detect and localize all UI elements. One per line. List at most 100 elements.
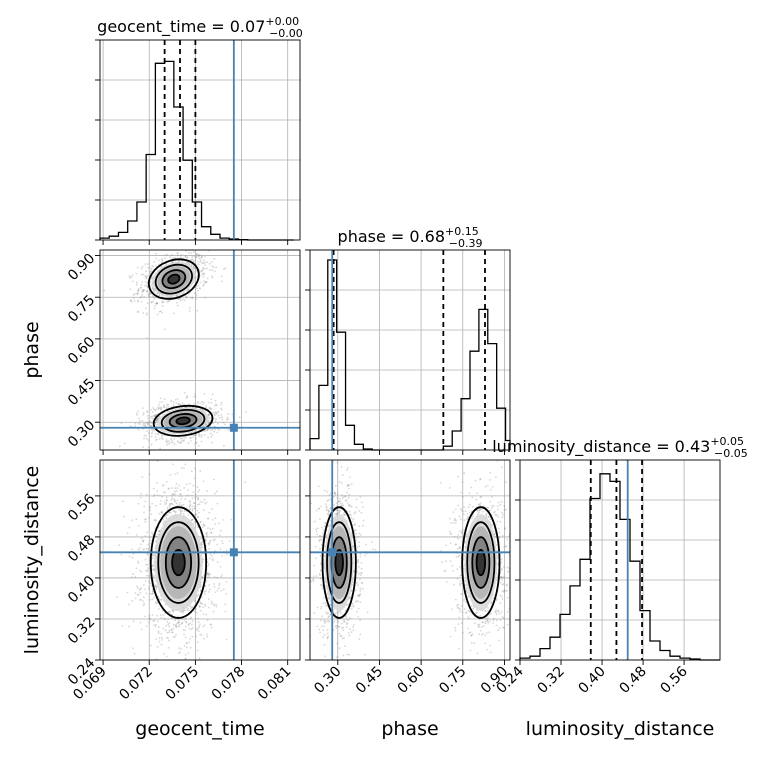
- sample-point: [151, 431, 154, 433]
- sample-point: [154, 584, 157, 586]
- sample-point: [195, 433, 198, 436]
- sample-point: [158, 294, 161, 297]
- sample-point: [198, 432, 200, 435]
- sample-point: [333, 620, 336, 623]
- sample-point: [150, 425, 152, 428]
- sample-point: [350, 483, 353, 485]
- sample-point: [360, 511, 363, 514]
- sample-point: [201, 403, 204, 406]
- sample-point: [359, 663, 361, 665]
- sample-point: [316, 625, 319, 628]
- sample-point: [148, 575, 150, 577]
- sample-point: [213, 604, 216, 607]
- sample-point: [191, 635, 194, 638]
- sample-point: [136, 292, 139, 295]
- sample-point: [145, 493, 148, 496]
- sample-point: [192, 436, 195, 439]
- sample-point: [177, 621, 180, 624]
- sample-point: [162, 491, 165, 493]
- sample-point: [174, 619, 176, 622]
- sample-point: [169, 502, 172, 505]
- sample-point: [144, 615, 146, 618]
- sample-point: [497, 609, 500, 612]
- sample-point: [190, 440, 192, 442]
- sample-point: [501, 590, 504, 593]
- sample-point: [191, 258, 194, 261]
- sample-point: [326, 637, 329, 640]
- sample-point: [192, 518, 194, 521]
- sample-point: [499, 520, 502, 523]
- sample-point: [183, 510, 186, 512]
- sample-point: [178, 625, 181, 628]
- sample-point: [355, 529, 357, 531]
- sample-point: [192, 484, 195, 487]
- sample-point: [155, 585, 158, 588]
- sample-point: [159, 494, 161, 497]
- sample-point: [194, 520, 197, 523]
- sample-point: [323, 529, 325, 532]
- sample-point: [203, 434, 206, 436]
- contour-line: [152, 404, 214, 437]
- sample-point: [352, 518, 355, 521]
- sample-point: [201, 526, 204, 529]
- sample-point: [461, 529, 464, 531]
- sample-point: [342, 474, 344, 477]
- sample-point: [153, 307, 156, 310]
- sample-point: [153, 415, 156, 418]
- sample-point: [162, 483, 165, 486]
- sample-point: [196, 509, 199, 512]
- sample-point: [147, 543, 150, 546]
- sample-point: [489, 488, 492, 491]
- sample-point: [210, 531, 213, 534]
- sample-point: [340, 634, 343, 637]
- sample-point: [137, 525, 140, 527]
- sample-point: [201, 541, 204, 543]
- sample-point: [458, 554, 461, 557]
- sample-point: [176, 499, 179, 502]
- sample-point: [146, 574, 148, 577]
- sample-point: [143, 518, 146, 521]
- sample-point: [194, 260, 197, 262]
- sample-point: [164, 328, 167, 331]
- sample-point: [210, 441, 213, 444]
- sample-point: [146, 285, 149, 288]
- sample-point: [160, 643, 163, 646]
- sample-point: [328, 620, 331, 623]
- sample-point: [325, 508, 328, 511]
- sample-point: [501, 534, 504, 537]
- sample-point: [355, 532, 358, 535]
- sample-point: [319, 518, 321, 521]
- sample-point: [167, 403, 170, 406]
- sample-point: [476, 510, 479, 512]
- sample-point: [324, 604, 327, 607]
- sample-point: [177, 441, 180, 444]
- sample-point: [325, 620, 328, 623]
- sample-point: [198, 625, 201, 628]
- sample-point: [196, 486, 199, 489]
- sample-point: [340, 465, 343, 468]
- sample-point: [327, 499, 330, 502]
- sample-point: [326, 632, 329, 635]
- sample-point: [220, 275, 223, 278]
- sample-point: [143, 295, 145, 298]
- sample-point: [323, 625, 326, 628]
- sample-point: [149, 582, 152, 585]
- sample-point: [197, 621, 200, 623]
- sample-point: [165, 263, 167, 265]
- sample-point: [146, 286, 149, 289]
- sample-point: [324, 611, 327, 614]
- sample-point: [191, 256, 194, 258]
- sample-point: [503, 566, 505, 569]
- sample-point: [357, 600, 360, 603]
- sample-point: [338, 511, 340, 514]
- sample-point: [208, 584, 211, 586]
- sample-point: [346, 466, 349, 469]
- sample-point: [357, 607, 360, 610]
- sample-point: [178, 503, 181, 506]
- sample-point: [133, 292, 136, 295]
- sample-point: [349, 514, 352, 517]
- sample-point: [329, 604, 332, 606]
- sample-point: [326, 629, 329, 631]
- sample-point: [189, 607, 192, 610]
- sample-point: [157, 407, 160, 410]
